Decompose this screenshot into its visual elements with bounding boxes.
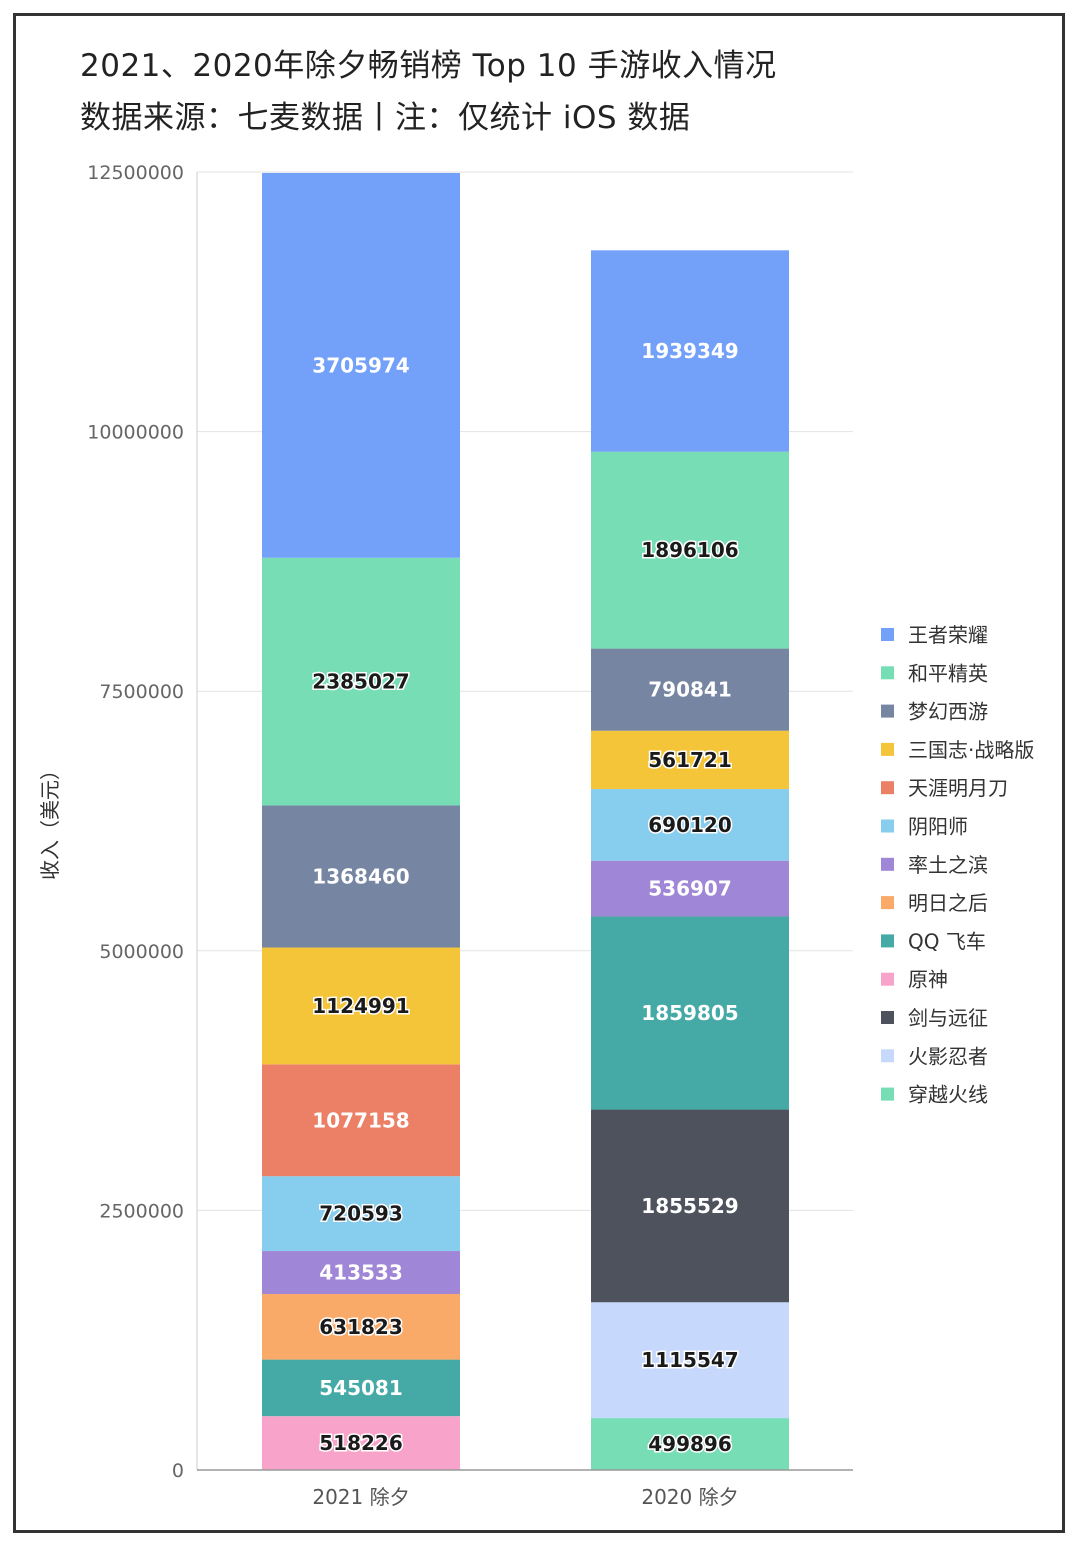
legend-item-label: 原神: [908, 968, 948, 992]
bar-value-label: 413533: [319, 1261, 403, 1285]
legend-swatch: [881, 704, 894, 718]
legend-item-label: 天涯明月刀: [908, 776, 1008, 800]
bar-segment: [262, 947, 460, 1065]
bar-value-label: 499896: [648, 1432, 732, 1456]
legend-item-label: 明日之后: [908, 891, 988, 915]
bars: 518226 545081 631823 413533 720593 1077158 112…: [262, 172, 789, 1470]
bar-segment: [262, 1293, 460, 1360]
bar-value-label: 1368460: [312, 864, 409, 888]
legend-swatch: [881, 896, 894, 910]
bar-segment: [262, 805, 460, 948]
bar-segment: [262, 557, 460, 806]
chart-frame: [13, 13, 1065, 1533]
bar-segment: [591, 1418, 789, 1470]
legend-item-label: 和平精英: [908, 661, 988, 685]
legend-item-label: 穿越火线: [908, 1083, 988, 1107]
y-tick-label: 7500000: [99, 681, 184, 703]
bar-segment: [262, 1064, 460, 1177]
bar-value-label: 1855529: [641, 1194, 738, 1218]
y-tick-label: 12500000: [87, 162, 184, 184]
y-axis-label: 收入（美元）: [38, 760, 62, 880]
legend-swatch: [881, 1011, 894, 1024]
legend-swatch: [881, 934, 894, 948]
legend-item-label: 王者荣耀: [908, 623, 988, 647]
legend-swatch: [881, 819, 894, 833]
bar-value-label: 1115547: [641, 1348, 738, 1372]
x-tick-label: 2021 除夕: [312, 1485, 409, 1509]
y-tick-label: 10000000: [87, 422, 184, 444]
legend-item-label: 率土之滨: [908, 853, 988, 877]
bar-value-label: 631823: [319, 1315, 403, 1339]
legend-swatch: [881, 628, 894, 641]
chart-subtitle: 数据来源：七麦数据丨注：仅统计 iOS 数据: [80, 100, 691, 136]
y-axis-ticks: 0 2500000 5000000 7500000 10000000 12500000: [87, 162, 198, 1482]
bar-segment: [591, 648, 789, 731]
bar-segment: [262, 1359, 460, 1417]
legend-swatch: [881, 857, 894, 871]
legend-swatch: [881, 1087, 894, 1101]
bar-value-label: 1077158: [312, 1108, 409, 1132]
x-tick-label: 2020 除夕: [641, 1485, 738, 1509]
legend-item-label: QQ 飞车: [908, 929, 986, 953]
bar-segment: [591, 730, 789, 790]
y-tick-label: 5000000: [99, 941, 184, 963]
bar-value-label: 545081: [319, 1376, 403, 1400]
legend-item-label: 三国志·战略版: [908, 738, 1034, 762]
x-axis: 2021 除夕 2020 除夕: [197, 1469, 853, 1509]
legend-item-label: 火影忍者: [908, 1044, 988, 1068]
bar-segment: [591, 451, 789, 649]
bar-segment: [591, 1109, 789, 1303]
legend-item-label: 梦幻西游: [908, 700, 988, 724]
legend-swatch: [881, 781, 894, 795]
bar-value-label: 1124991: [312, 994, 409, 1018]
bar-value-label: 536907: [648, 877, 732, 901]
legend-item-label: 剑与远征: [908, 1006, 988, 1030]
legend-swatch: [881, 742, 894, 756]
legend-swatch: [881, 1049, 894, 1063]
legend-swatch: [881, 972, 894, 986]
bar-segment: [591, 789, 789, 861]
legend-swatch: [881, 666, 894, 680]
bar-value-label: 561721: [648, 748, 732, 772]
bar-value-label: 3705974: [312, 353, 409, 377]
bar-value-label: 790841: [648, 678, 732, 702]
bar-segment: [262, 1176, 460, 1252]
chart-title: 2021、2020年除夕畅销榜 Top 10 手游收入情况: [80, 48, 777, 84]
bar-value-label: 720593: [319, 1202, 403, 1226]
bar-segment: [591, 916, 789, 1110]
bar-segment: [591, 860, 789, 917]
y-tick-label: 0: [172, 1460, 184, 1482]
bar-value-label: 518226: [319, 1431, 403, 1455]
bar-segment: [262, 1416, 460, 1470]
y-tick-label: 2500000: [99, 1200, 184, 1222]
bar-value-label: 1896106: [641, 538, 738, 562]
bar-segment: [591, 250, 789, 452]
bar-value-label: 1859805: [641, 1001, 738, 1025]
bar-value-label: 690120: [648, 813, 732, 837]
bar-segment: [262, 1251, 460, 1294]
bar-segment: [591, 1302, 789, 1419]
legend-item-label: 阴阳师: [908, 815, 968, 839]
bar-value-label: 1939349: [641, 339, 738, 363]
bar-segment: [262, 172, 460, 558]
bar-value-label: 2385027: [312, 670, 409, 694]
